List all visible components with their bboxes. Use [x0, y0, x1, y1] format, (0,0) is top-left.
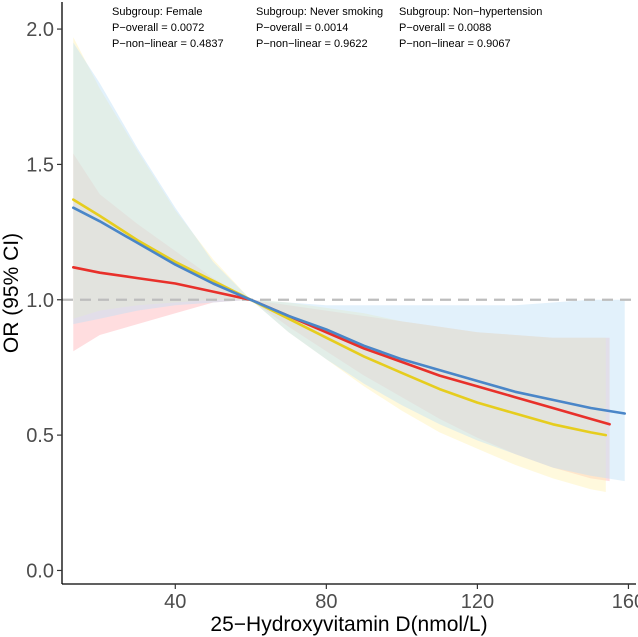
x-tick-label-160: 160: [612, 591, 638, 613]
annotation-female: Subgroup: Female P−overall = 0.0072 P−no…: [112, 6, 224, 50]
annotation-never-smoking-line-1: Subgroup: Never smoking: [256, 6, 383, 18]
y-axis-title: OR (95% CI): [0, 233, 23, 353]
y-tick-label-2.0: 2.0: [26, 19, 54, 41]
axes: [61, 2, 636, 585]
series-line-never-smoking: [72, 198, 608, 437]
annotation-female-line-2: P−overall = 0.0072: [112, 22, 204, 34]
annotation-non-hypertension-line-2: P−overall = 0.0088: [399, 22, 491, 34]
series-line-female: [72, 266, 611, 426]
annotation-non-hypertension-line-3: P−non−linear = 0.9067: [399, 38, 511, 50]
ci-band-non-hypertension: [73, 42, 625, 482]
y-tick-label-1.5: 1.5: [26, 154, 54, 176]
annotation-non-hypertension-line-1: Subgroup: Non−hypertension: [399, 6, 542, 18]
annotation-female-line-3: P−non−linear = 0.4837: [112, 38, 224, 50]
y-tick-label-1.0: 1.0: [26, 290, 54, 312]
annotation-female-line-1: Subgroup: Female: [112, 6, 203, 18]
y-tick-label-0.0: 0.0: [26, 560, 54, 582]
annotation-non-hypertension: Subgroup: Non−hypertension P−overall = 0…: [399, 6, 542, 50]
annotation-never-smoking: Subgroup: Never smoking P−overall = 0.00…: [256, 6, 383, 50]
x-tick-label-120: 120: [461, 591, 494, 613]
series-line-non-hypertension: [72, 206, 626, 415]
ticks: 40 80 120 160 0.0 0.5 1.0 1.5 2.0: [26, 19, 638, 613]
y-tick-label-0.5: 0.5: [26, 425, 54, 447]
x-axis-title: 25−Hydroxyvitamin D(nmol/L): [210, 613, 487, 636]
annotation-never-smoking-line-3: P−non−linear = 0.9622: [256, 38, 368, 50]
x-tick-label-80: 80: [315, 591, 337, 613]
series-lines: [72, 198, 626, 437]
annotations: Subgroup: Female P−overall = 0.0072 P−no…: [112, 6, 542, 50]
x-tick-label-40: 40: [164, 591, 186, 613]
confidence-bands: [73, 37, 625, 492]
ci-band-female: [73, 153, 610, 482]
annotation-never-smoking-line-2: P−overall = 0.0014: [256, 22, 348, 34]
